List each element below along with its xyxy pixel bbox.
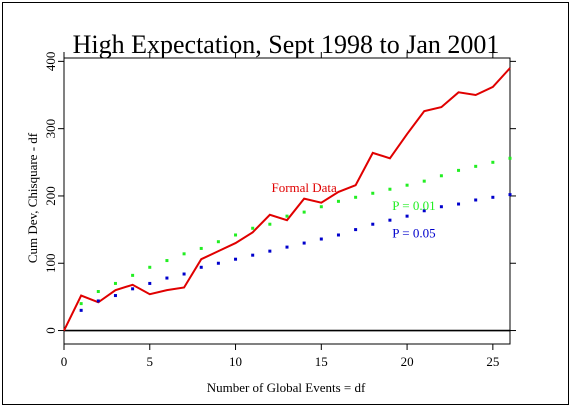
series-point-p-0-05 [79,308,83,312]
series-point-p-0-05 [268,249,272,253]
series-point-p-0-01 [405,183,409,187]
series-point-p-0-01 [319,205,323,209]
plot-frame [63,57,511,345]
y-tick-label: 100 [43,253,58,273]
series-point-p-0-01 [268,222,272,226]
series-point-p-0-05 [216,261,220,265]
series-point-p-0-01 [302,210,306,214]
series-point-p-0-01 [439,174,443,178]
y-axis-label: Cum Dev, Chisquare - df [25,132,40,263]
series-point-p-0-05 [422,209,426,213]
series-line-formal-data [63,67,511,331]
series-point-p-0-01 [199,246,203,250]
series-point-p-0-05 [182,272,186,276]
series-point-p-0-05 [234,257,238,261]
series-point-p-0-05 [285,245,289,249]
series-point-p-0-01 [474,164,478,168]
series-point-p-0-01 [182,252,186,256]
series-point-p-0-05 [199,265,203,269]
y-tick-label: 400 [43,52,58,71]
annotation-label: P = 0.01 [392,198,435,213]
series-point-p-0-01 [336,199,340,203]
y-tick-label: 0 [43,327,58,334]
series-point-p-0-01 [508,156,512,160]
series-point-p-0-05 [354,228,358,232]
x-axis-label: Number of Global Events = df [207,380,366,395]
chart-title: High Expectation, Sept 1998 to Jan 2001 [73,30,500,59]
series-point-p-0-01 [131,273,135,277]
series-point-p-0-01 [251,226,255,230]
series-point-p-0-05 [302,241,306,245]
plot-layer: 0 5 10 15 20 25 0 100 200 300 400 Formal Data P = 0.… [43,52,516,369]
series-point-p-0-05 [474,198,478,202]
series-point-p-0-05 [319,237,323,241]
series-point-p-0-01 [457,168,461,172]
series-point-p-0-01 [148,265,152,269]
series-point-p-0-01 [113,281,117,285]
annotation-label: P = 0.05 [392,226,435,241]
annotation-label: Formal Data [271,180,337,195]
y-tick-label: 200 [43,186,58,206]
x-tick-label: 0 [61,354,68,369]
series-point-p-0-05 [251,253,255,257]
series-point-p-0-05 [508,193,512,197]
series-point-p-0-05 [113,294,117,298]
series-point-p-0-05 [336,233,340,237]
series-point-p-0-01 [354,195,358,199]
series-point-p-0-01 [371,191,375,195]
series-point-p-0-05 [388,218,392,222]
x-tick-label: 10 [229,354,242,369]
series-point-p-0-01 [491,160,495,164]
series-point-p-0-01 [422,179,426,183]
series-point-p-0-05 [96,299,100,303]
x-tick-label: 25 [486,354,499,369]
series-point-p-0-05 [439,205,443,209]
series-point-p-0-01 [234,233,238,237]
x-tick-label: 5 [147,354,154,369]
y-tick-label: 300 [43,119,58,139]
series-point-p-0-01 [285,214,289,218]
series-point-p-0-05 [371,222,375,226]
x-tick-label: 15 [315,354,328,369]
series-point-p-0-01 [388,187,392,191]
series-point-p-0-05 [148,281,152,285]
series-point-p-0-05 [165,276,169,280]
series-point-p-0-05 [491,195,495,199]
series-point-p-0-01 [216,240,220,244]
series-point-p-0-01 [96,290,100,294]
series-point-p-0-05 [457,202,461,206]
series-point-p-0-05 [405,214,409,218]
x-tick-label: 20 [401,354,414,369]
series-point-p-0-01 [165,259,169,263]
series-point-p-0-05 [131,287,135,291]
series-point-p-0-01 [79,302,83,306]
